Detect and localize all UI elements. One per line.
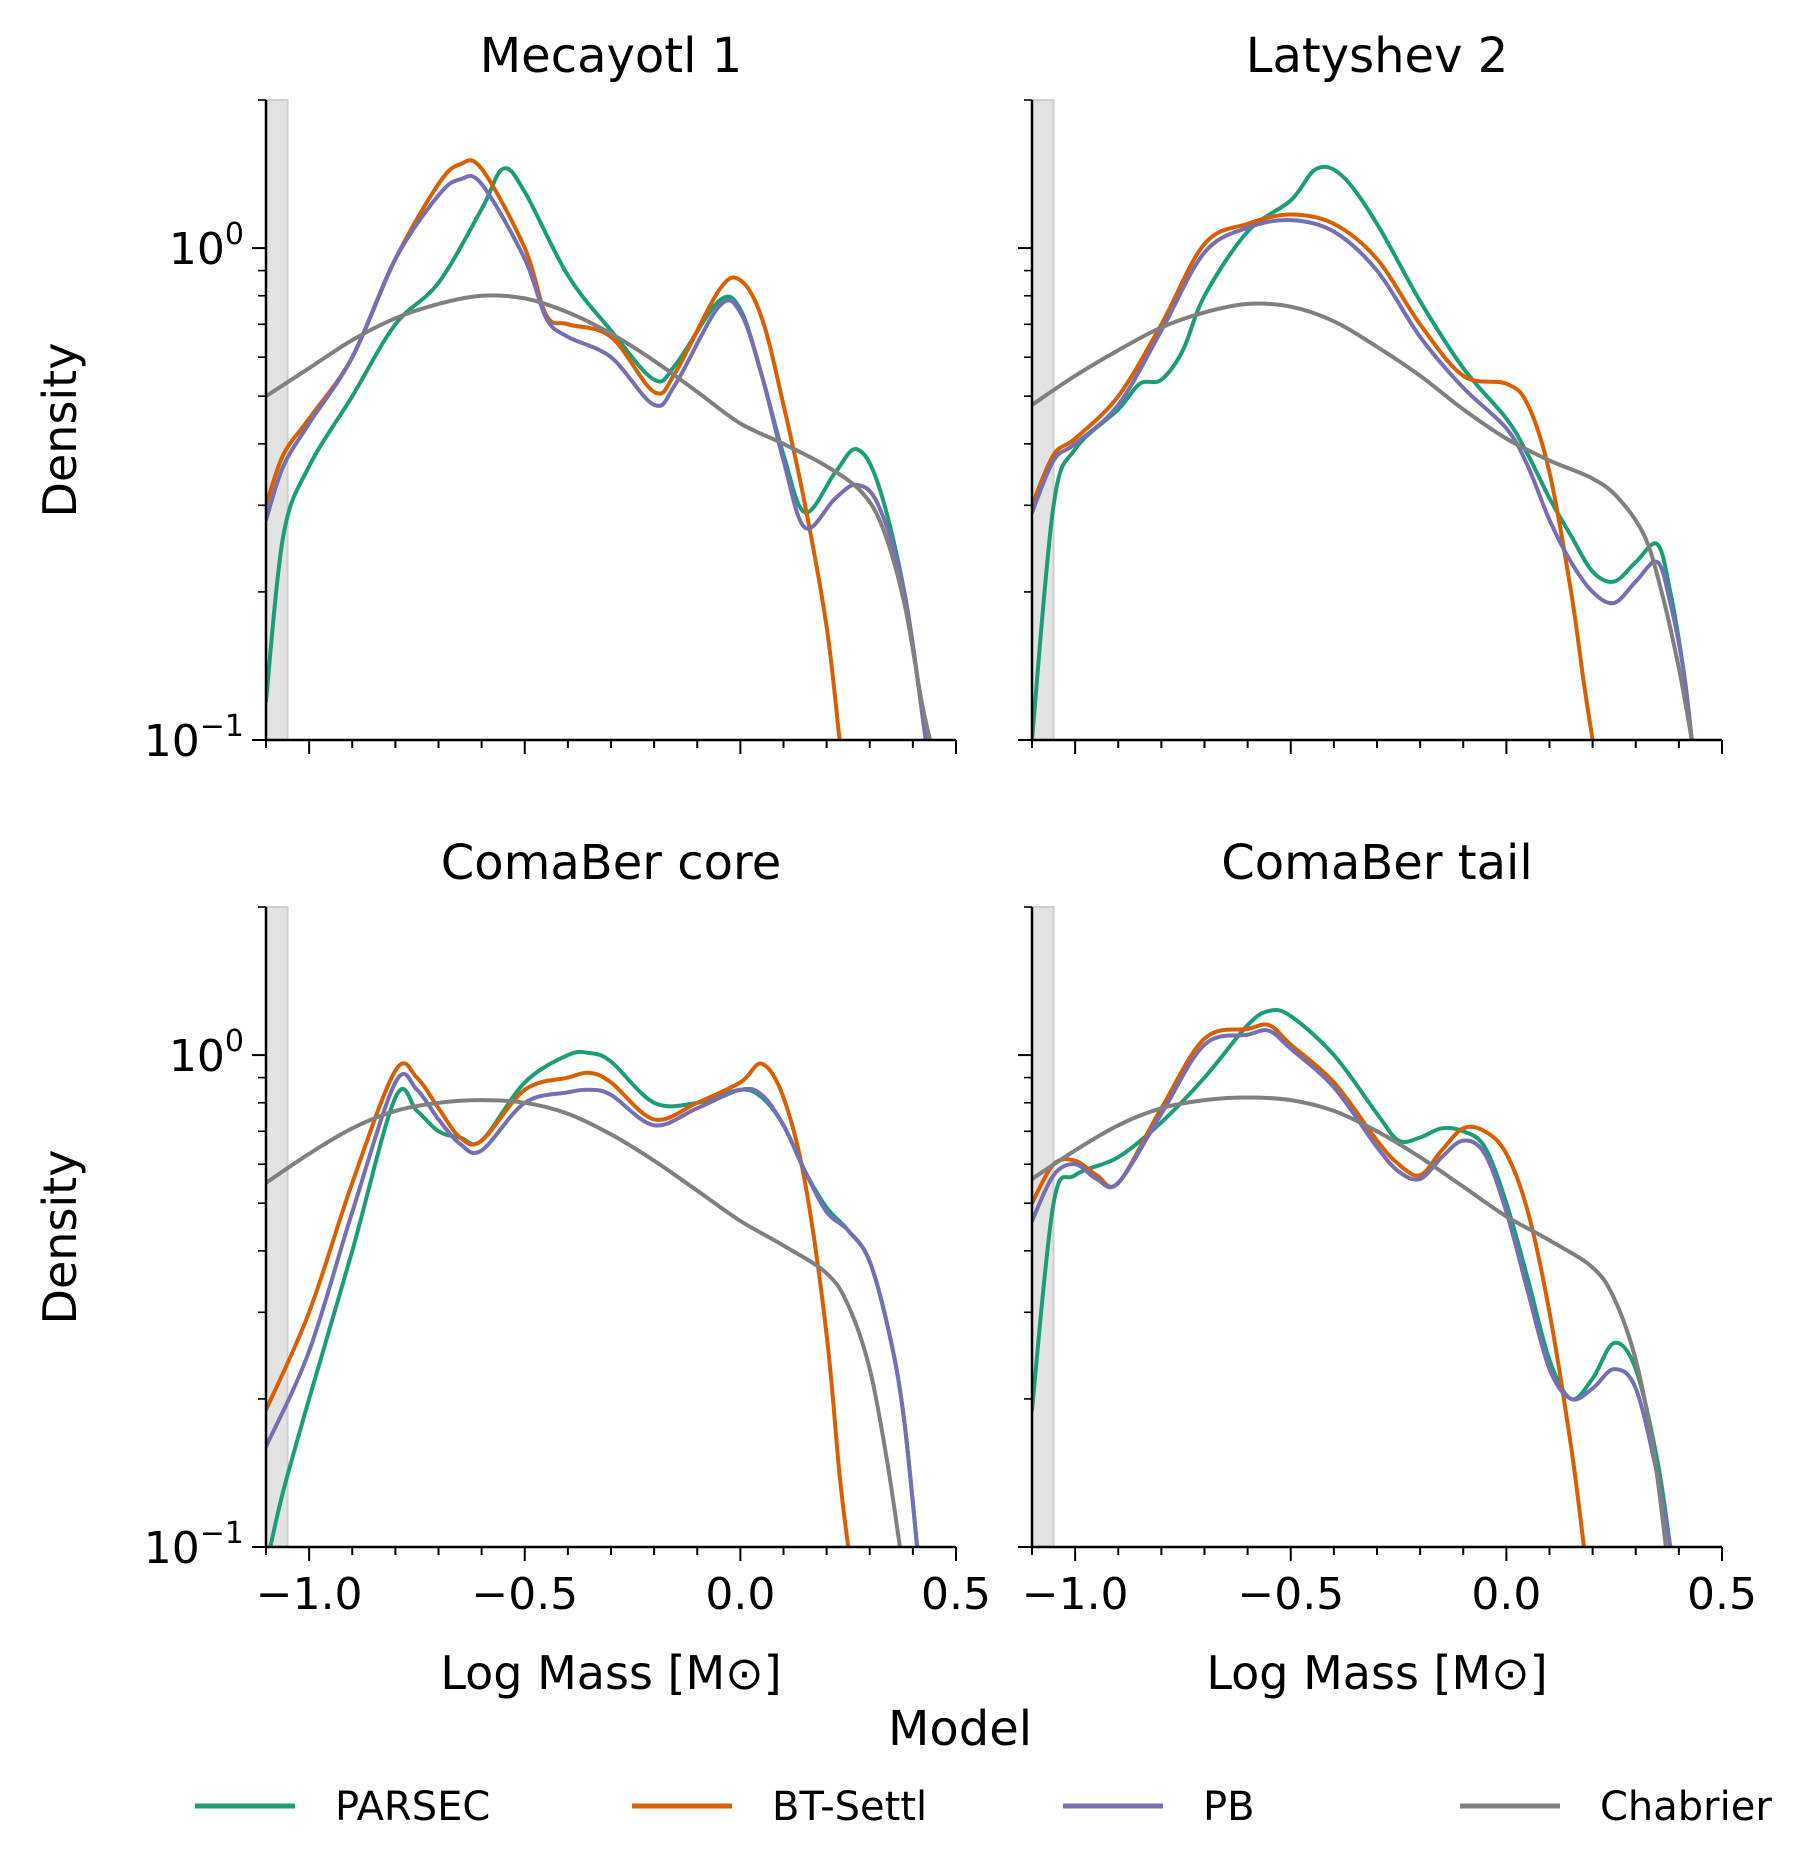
panel-title: ComaBer tail xyxy=(1221,835,1532,891)
shaded-region xyxy=(1031,99,1055,741)
shaded-region xyxy=(265,906,289,1548)
series-line-pb xyxy=(266,173,928,740)
legend-entry-parsec: PARSEC xyxy=(195,1784,490,1830)
x-axis-label: Log Mass [M⊙] xyxy=(1206,1646,1547,1700)
legend-label: Chabrier xyxy=(1600,1784,1772,1830)
y-axis-label: Density xyxy=(33,343,87,518)
series-line-chabrier xyxy=(266,293,933,740)
series-line-chabrier xyxy=(1032,301,1694,740)
x-tick-label: −1.0 xyxy=(1022,1569,1129,1620)
x-tick-label: 0.5 xyxy=(1687,1569,1757,1620)
series-line-chabrier xyxy=(1032,1095,1668,1547)
panel-4: −1.0 −0.5 0.0 0.5 ComaBer tail Log Mass [M⊙] xyxy=(1018,835,1757,1700)
x-tick-label: −0.5 xyxy=(1237,1569,1344,1620)
legend-title: Model xyxy=(888,1701,1032,1757)
y-axis-label: Density xyxy=(33,1150,87,1325)
series-line-chabrier xyxy=(266,1098,902,1547)
panel-3: −1.0 −0.5 0.0 0.5 100 10−1 Density ComaBer core… xyxy=(33,835,991,1700)
series-line-parsec xyxy=(266,166,928,740)
legend-entry-bt-settl: BT-Settl xyxy=(632,1784,927,1830)
legend-label: PB xyxy=(1203,1784,1255,1830)
x-tick-label: 0.0 xyxy=(705,1569,775,1620)
x-axis-label: Log Mass [M⊙] xyxy=(440,1646,781,1700)
legend-entry-pb: PB xyxy=(1063,1784,1255,1830)
series-line-pb xyxy=(1032,218,1694,740)
x-tick-label: 0.0 xyxy=(1471,1569,1541,1620)
panel-title: ComaBer core xyxy=(441,835,781,891)
x-tick-label: −1.0 xyxy=(256,1569,363,1620)
x-tick-label: 0.5 xyxy=(921,1569,991,1620)
y-tick-label: 10−1 xyxy=(144,1516,244,1574)
panel-2: Latyshev 2 xyxy=(1018,28,1723,754)
y-tick-label: 10−1 xyxy=(144,709,244,767)
series-line-pb xyxy=(1032,1028,1673,1547)
legend: Model PARSEC BT-Settl PB Chabrier xyxy=(195,1701,1772,1830)
y-tick-label: 100 xyxy=(169,1024,244,1082)
legend-label: PARSEC xyxy=(335,1784,490,1830)
panel-title: Mecayotl 1 xyxy=(480,28,742,84)
x-tick-label: −0.5 xyxy=(471,1569,578,1620)
series-line-bt-settl xyxy=(266,1061,851,1547)
legend-label: BT-Settl xyxy=(772,1784,927,1830)
legend-entry-chabrier: Chabrier xyxy=(1460,1784,1772,1830)
series-line-pb xyxy=(266,1072,920,1547)
y-tick-label: 100 xyxy=(169,217,244,275)
series-line-parsec xyxy=(1032,1007,1673,1547)
series-line-parsec xyxy=(1032,164,1694,740)
series-line-bt-settl xyxy=(1032,212,1595,740)
panel-1: 100 10−1 Density Mecayotl 1 xyxy=(33,28,957,767)
panel-title: Latyshev 2 xyxy=(1246,28,1509,84)
